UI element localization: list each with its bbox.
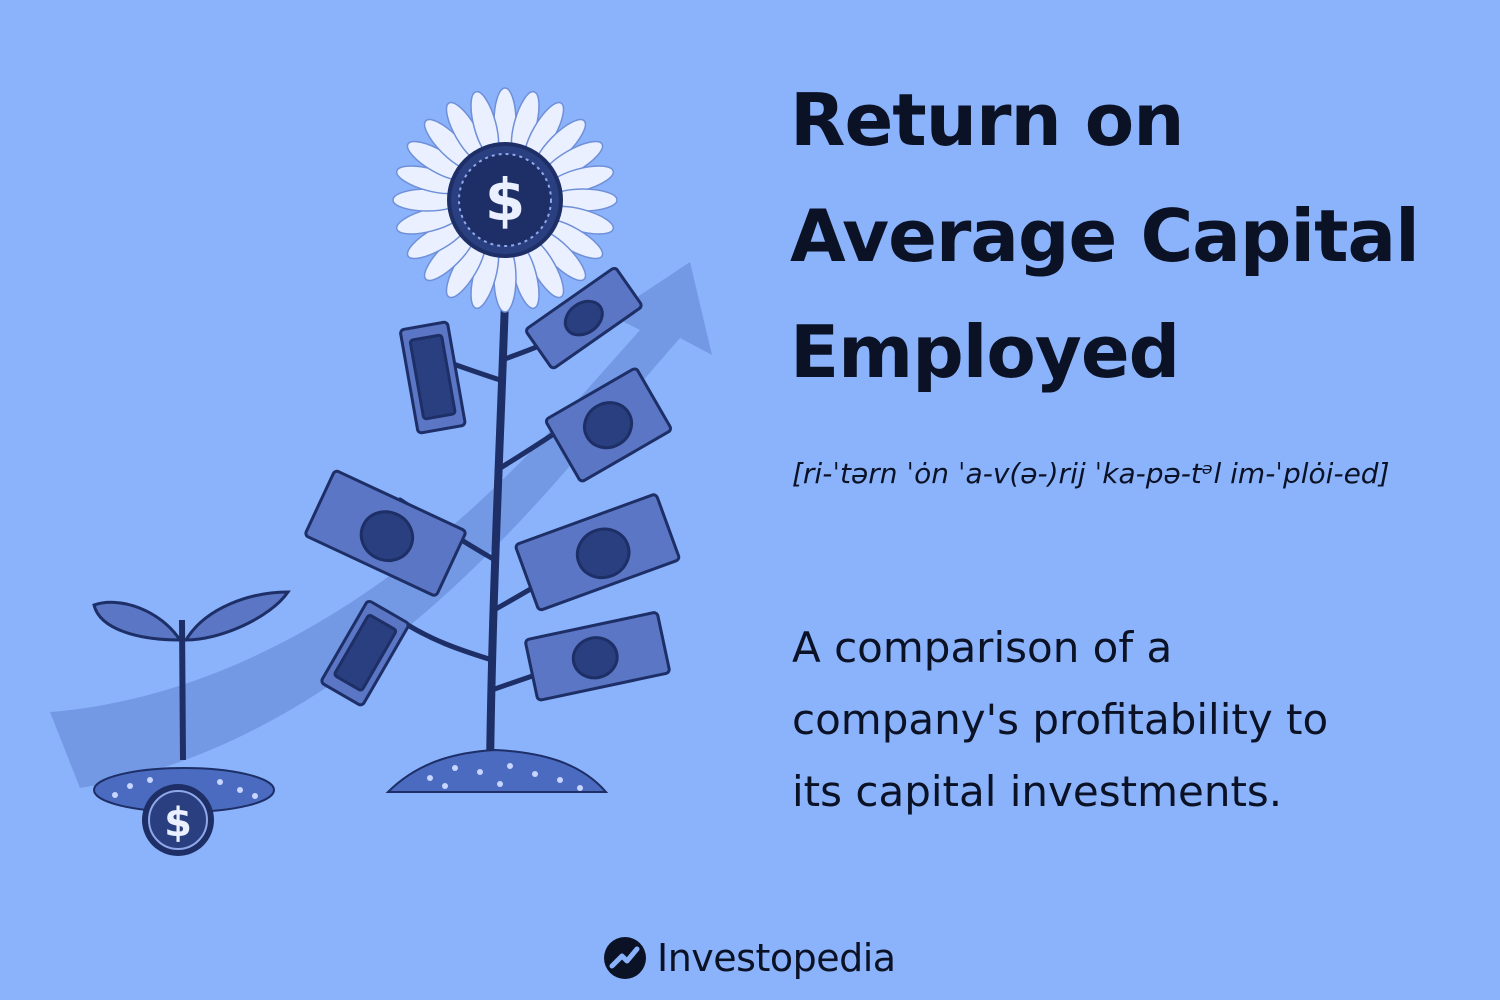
definition-line: company's profitability to [792, 695, 1329, 744]
growth-arrow [50, 262, 712, 788]
dollar-bill [514, 493, 681, 612]
definition-line: A comparison of a [792, 623, 1173, 672]
soil-mound [385, 748, 609, 793]
dollar-bill [304, 469, 467, 597]
title-line: Return on [790, 78, 1185, 162]
brand-name: Investopedia [657, 936, 896, 980]
flower: $ [392, 87, 618, 313]
page-title: Return on Average Capital Employed [790, 62, 1470, 410]
dollar-bill [399, 320, 467, 435]
pronunciation: [ri-ˈtərn ˈȯn ˈa-v(ə-)rij ˈka-pə-tᵊl im-… [792, 457, 1390, 490]
seedling-soil-dots [112, 777, 258, 799]
dollar-bill [320, 599, 410, 707]
growth-illustration: $ [50, 87, 712, 856]
dollar-coin-icon: $ [142, 784, 214, 856]
flower-dollar-symbol: $ [485, 166, 525, 234]
dollar-bill [524, 611, 671, 702]
investopedia-logo-icon [604, 937, 646, 979]
coin-dollar-symbol: $ [164, 800, 192, 846]
definition-line: its capital investments. [792, 767, 1283, 816]
title-line: Employed [790, 310, 1180, 394]
dollar-bill [525, 266, 643, 370]
dollar-bill [544, 367, 672, 483]
title-line: Average Capital [790, 194, 1420, 278]
brand-logo: Investopedia [603, 930, 896, 986]
definition: A comparison of a company's profitabilit… [792, 612, 1472, 828]
dollar-bills [304, 266, 681, 707]
